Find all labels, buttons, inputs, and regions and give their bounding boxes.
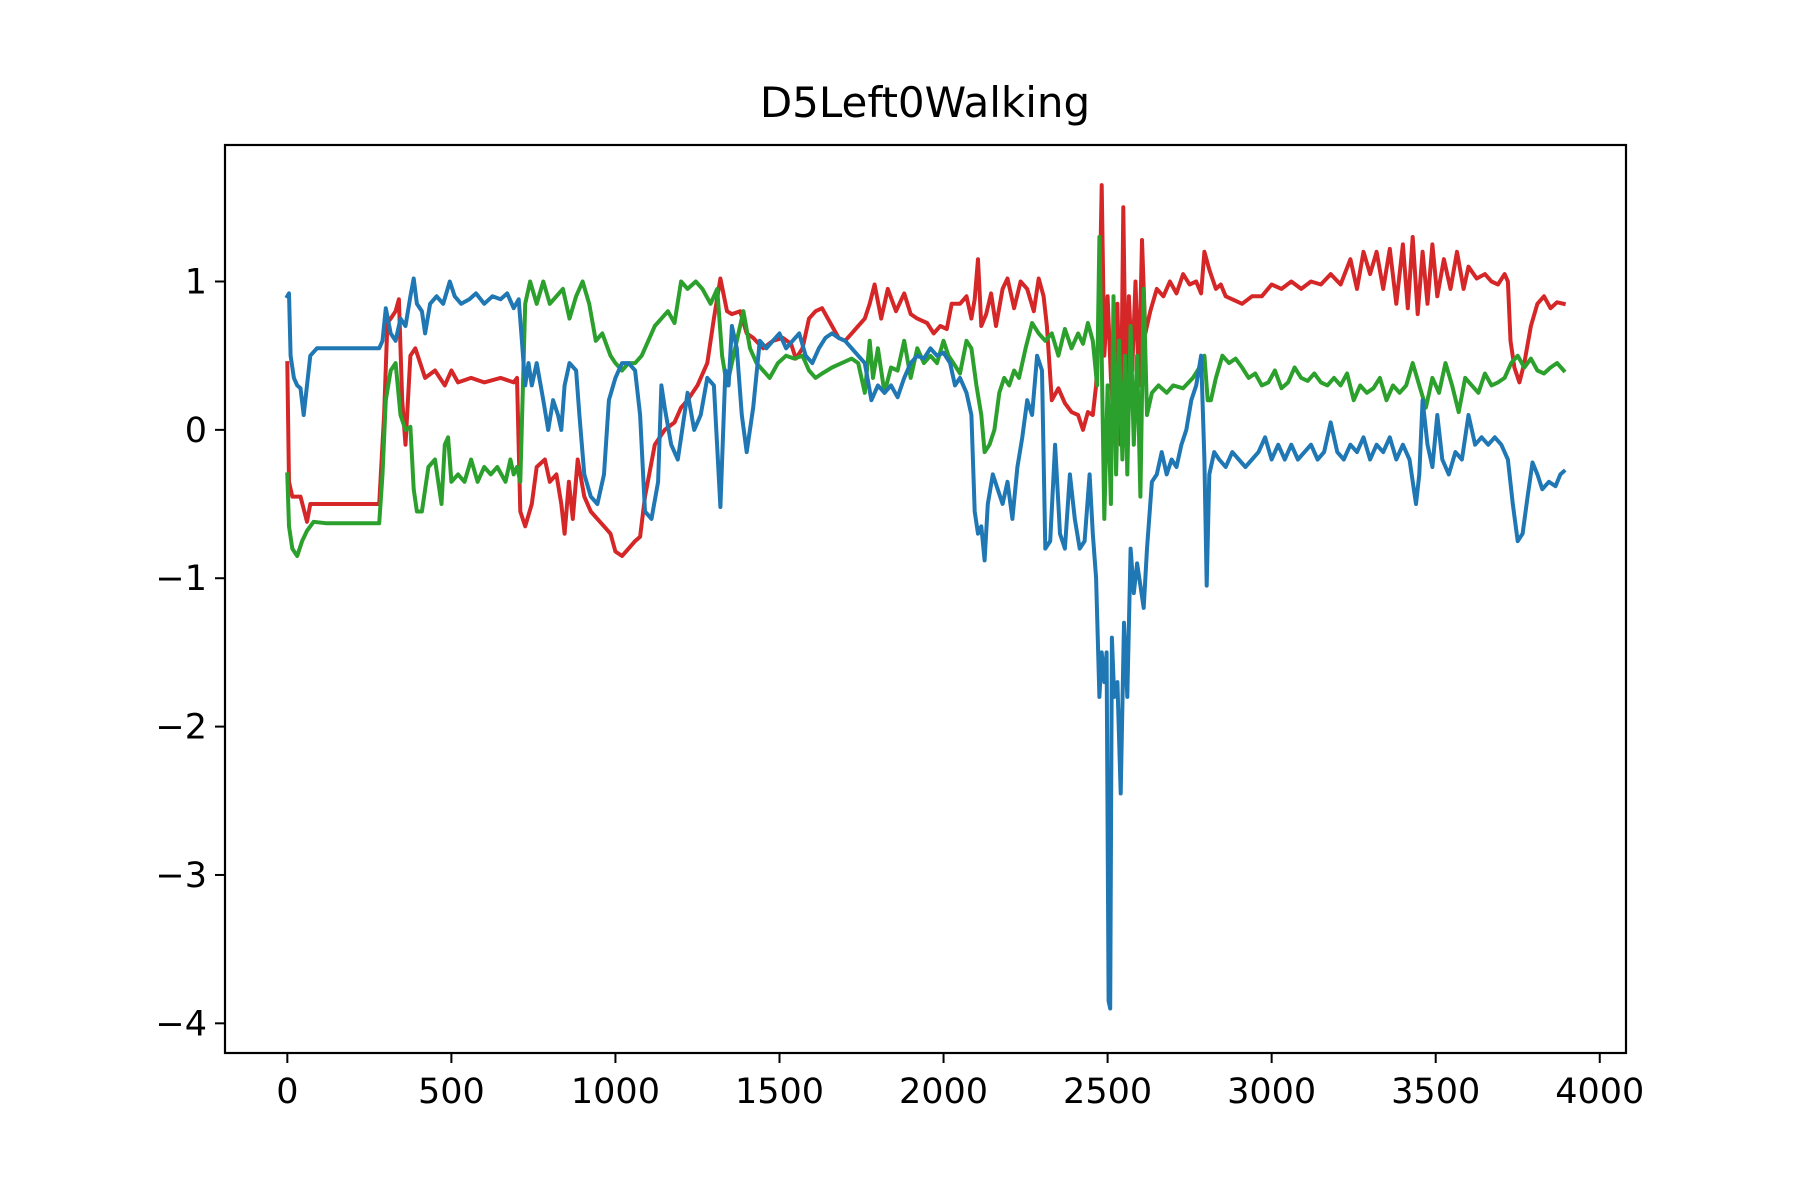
x-tick-label: 1000	[571, 1072, 660, 1112]
y-tick-label: −4	[155, 1004, 207, 1044]
y-tick-label: −1	[155, 559, 207, 599]
x-tick-label: 1500	[735, 1072, 824, 1112]
x-tick-label: 4000	[1555, 1072, 1644, 1112]
series-layer	[284, 183, 1567, 1011]
plot-frame	[223, 143, 1628, 1055]
y-tick-label: −3	[155, 856, 207, 896]
x-tick-label: 2500	[1063, 1072, 1152, 1112]
x-tick-label: 2000	[899, 1072, 988, 1112]
y-tick-label: 0	[185, 411, 207, 451]
series-line-1	[285, 183, 1567, 558]
y-tick-label: −2	[155, 708, 207, 748]
series-line-3	[284, 276, 1567, 1011]
series-line-2	[285, 235, 1567, 558]
y-tick-label: 1	[185, 262, 207, 302]
x-tick-label: 0	[276, 1072, 298, 1112]
y-axis: 1 0 −1 −2 −3 −4	[155, 262, 225, 1044]
x-tick-label: 3500	[1391, 1072, 1480, 1112]
x-tick-label: 3000	[1227, 1072, 1316, 1112]
chart-title: D5Left0Walking	[760, 78, 1090, 127]
x-axis: 0 500 1000 1500 2000 2500 3000 3500 4000	[276, 1053, 1644, 1112]
x-tick-label: 500	[418, 1072, 485, 1112]
